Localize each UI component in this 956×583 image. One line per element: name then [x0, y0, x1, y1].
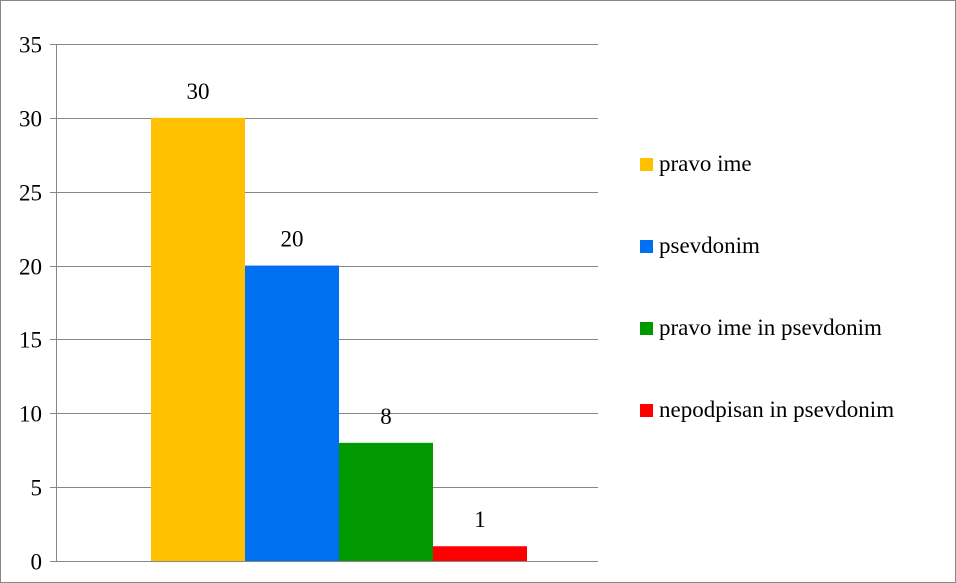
legend-item: pravo ime	[640, 150, 899, 178]
y-tick-label: 30	[19, 107, 42, 132]
legend-item: nepodpisan in psevdonim	[640, 396, 899, 424]
bar-3	[339, 442, 433, 561]
y-tick-label: 5	[31, 476, 43, 501]
legend-swatch	[640, 158, 653, 171]
y-tick-label: 15	[19, 328, 42, 353]
y-tick-label: 10	[19, 402, 42, 427]
legend-label: pravo ime	[659, 151, 752, 176]
bars	[151, 117, 527, 561]
legend-swatch	[640, 322, 653, 335]
legend-item: psevdonim	[640, 232, 899, 260]
y-tick-label: 0	[31, 550, 43, 575]
y-axis: 0 5 10 15 20 25 30 35	[19, 33, 57, 575]
y-tick-label: 20	[19, 255, 42, 280]
legend-label: pravo ime in psevdonim	[659, 315, 882, 340]
legend-label: psevdonim	[659, 233, 760, 258]
legend-swatch	[640, 404, 653, 417]
legend-swatch	[640, 240, 653, 253]
legend-item: pravo ime in psevdonim	[640, 314, 899, 342]
bar-1	[151, 117, 245, 561]
y-tick-label: 25	[19, 181, 42, 206]
data-labels: 30 20 8 1	[187, 79, 486, 532]
data-label: 30	[187, 79, 210, 104]
bar-4	[433, 546, 527, 561]
legend-label: nepodpisan in psevdonim	[659, 397, 895, 422]
data-label: 20	[281, 227, 304, 252]
y-tick-label: 35	[19, 33, 42, 58]
data-label: 1	[474, 507, 486, 532]
bar-2	[245, 265, 339, 561]
data-label: 8	[380, 404, 392, 429]
